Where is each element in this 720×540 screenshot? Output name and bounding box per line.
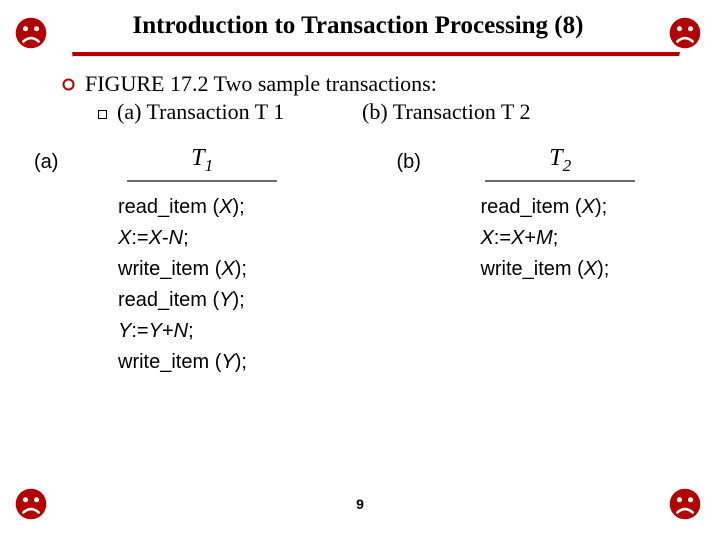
txn-op: write_item (X); (118, 254, 326, 285)
figure-caption-line: FIGURE 17.2 Two sample transactions: (62, 71, 680, 97)
transactions-figure: (a) T1 read_item (X);X:=X-N;write_item (… (62, 145, 680, 378)
txn-op: read_item (X); (118, 192, 326, 223)
txn-op: Y:=Y+N; (118, 316, 326, 347)
corner-decoration-tr (668, 16, 702, 55)
figure-caption: FIGURE 17.2 Two sample transactions: (85, 71, 437, 97)
page-number: 9 (0, 496, 720, 512)
panel-label-a: (a) (34, 145, 78, 378)
label-b: (b) Transaction T 2 (362, 99, 637, 125)
title-row: Introduction to Transaction Processing (… (0, 12, 720, 40)
slide: Introduction to Transaction Processing (… (0, 0, 720, 540)
sub-labels: (a) Transaction T 1 (b) Transaction T 2 (117, 99, 637, 125)
panel-label-b: (b) (396, 145, 440, 378)
label-a: (a) Transaction T 1 (117, 99, 362, 125)
txn-op: read_item (Y); (118, 285, 326, 316)
sub-caption-line: (a) Transaction T 1 (b) Transaction T 2 (98, 99, 680, 125)
txn-op: write_item (X); (480, 254, 680, 285)
transaction-b: (b) T2 read_item (X);X:=X+M;write_item (… (396, 145, 680, 378)
transaction-b-body: T2 read_item (X);X:=X+M;write_item (X); (440, 145, 680, 378)
txn-op: read_item (X); (480, 192, 680, 223)
transaction-b-ops: read_item (X);X:=X+M;write_item (X); (440, 192, 680, 285)
txn-op: X:=X-N; (118, 223, 326, 254)
transaction-a-rule (127, 180, 277, 182)
transaction-b-rule (485, 180, 635, 182)
slide-title: Introduction to Transaction Processing (… (62, 12, 654, 40)
transaction-a: (a) T1 read_item (X);X:=X-N;write_item (… (34, 145, 326, 378)
bullet-square-icon (98, 110, 107, 119)
transaction-a-body: T1 read_item (X);X:=X-N;write_item (X);r… (78, 145, 326, 378)
txn-op: write_item (Y); (118, 347, 326, 378)
txn-op: X:=X+M; (480, 223, 680, 254)
bullet-circle-icon (62, 78, 75, 96)
content-area: FIGURE 17.2 Two sample transactions: (a)… (0, 57, 720, 378)
transaction-a-ops: read_item (X);X:=X-N;write_item (X);read… (78, 192, 326, 378)
transaction-b-head: T2 (440, 145, 680, 178)
corner-decoration-tl (14, 16, 48, 55)
transaction-a-head: T1 (78, 145, 326, 178)
